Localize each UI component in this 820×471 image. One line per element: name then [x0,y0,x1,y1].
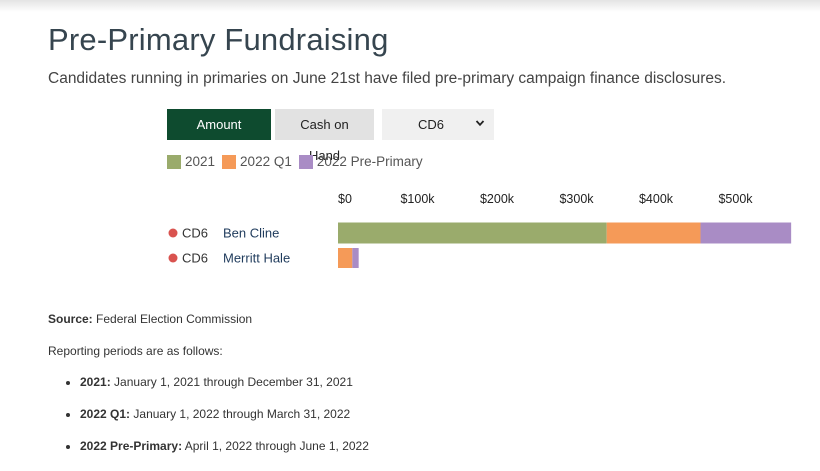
party-dot [168,253,178,263]
source-text: Federal Election Commission [96,312,253,326]
list-item: 2022 Pre-Primary: April 1, 2022 through … [80,438,369,470]
period-label: 2021: [80,375,111,389]
source-note: Source: Federal Election Commission [48,312,252,326]
district-label: CD6 [182,226,208,241]
cash-on-hand-button[interactable]: Cash on Hand [275,109,374,163]
x-tick-label: $0 [338,192,352,206]
period-text: January 1, 2021 through December 31, 202… [114,375,353,389]
legend-swatch [167,154,181,169]
district-select[interactable]: CD6 [382,109,494,140]
top-shadow [0,0,820,12]
bar-segment [338,222,607,244]
page-subtitle: Candidates running in primaries on June … [48,70,727,87]
bar-segment [606,222,701,244]
party-dot [168,228,178,238]
period-text: January 1, 2022 through March 31, 2022 [133,407,351,421]
district-label: CD6 [182,251,208,266]
chevron-down-icon [475,120,485,127]
candidate-name: Merritt Hale [223,251,290,266]
periods-list: 2021: January 1, 2021 through December 3… [62,374,369,470]
legend-swatch [222,154,237,169]
bar-segment [352,248,359,268]
page-title: Pre-Primary Fundraising [48,22,389,57]
legend-swatch [298,154,313,169]
chart-footer: Source: Federal Election Commission Repo… [48,312,369,453]
x-tick-label: $100k [400,192,435,206]
legend-item-2021: 2021 [167,154,215,169]
list-item: 2022 Q1: January 1, 2022 through March 3… [80,406,369,438]
district-select-value: CD6 [418,117,445,132]
list-item: 2021: January 1, 2021 through December 3… [80,374,369,406]
chart-legend: 2021 2022 Q1 2022 Pre-Primary [167,154,430,169]
periods-intro: Reporting periods are as follows: [48,344,223,358]
legend-label: 2022 Q1 [240,154,292,169]
x-tick-label: $500k [718,192,753,206]
legend-item-2022-pre-primary: 2022 Pre-Primary [298,154,423,169]
bar-segment [700,222,792,244]
fundraising-chart: $0 $100k $200k $300k $400k $500k CD6 Ben Cline C… [168,192,792,268]
period-label: 2022 Pre-Primary: [80,439,183,453]
legend-item-2022-q1: 2022 Q1 [222,154,292,169]
legend-label: 2022 Pre-Primary [316,154,423,169]
period-label: 2022 Q1: [80,407,131,421]
source-label: Source: [48,312,93,326]
x-tick-label: $300k [559,192,594,206]
x-tick-label: $400k [639,192,674,206]
x-tick-label: $200k [480,192,515,206]
legend-label: 2021 [185,154,216,169]
period-text: April 1, 2022 through June 1, 2022 [184,439,369,453]
candidate-name: Ben Cline [223,226,279,241]
bar-segment [338,248,353,268]
